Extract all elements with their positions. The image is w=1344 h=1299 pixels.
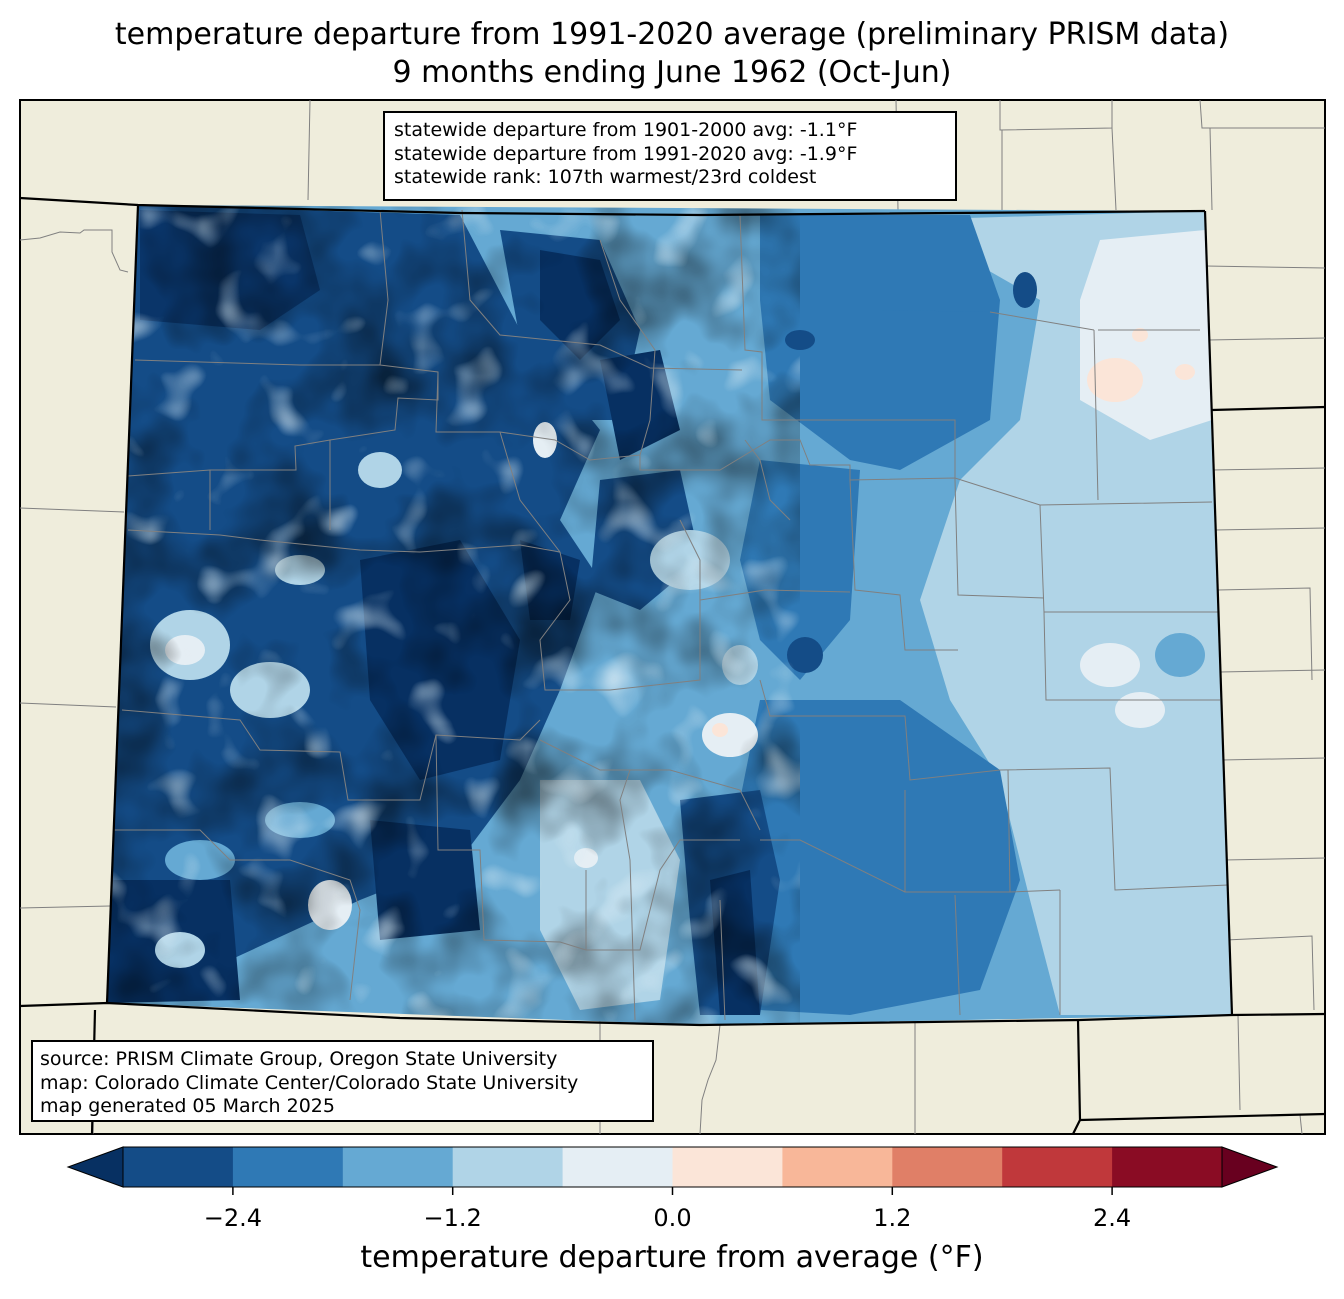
colorbar-tick-label: 2.4 [1093,1204,1132,1232]
colorado-departure-field [107,205,1232,1025]
colorbar-tick-label: −1.2 [423,1204,482,1232]
colorbar-bin-2 [342,1147,454,1187]
colorbar-bin-3 [452,1147,564,1187]
colorbar-over-arrow [1221,1146,1279,1188]
colorbar-tick-label: −2.4 [203,1204,263,1232]
map-title: temperature departure from 1991-2020 ave… [114,17,1230,52]
map-credit-line: map: Colorado Climate Center/Colorado St… [40,1071,579,1094]
colorbar-bin-5 [672,1147,783,1187]
colorbar-bin-8 [1002,1147,1113,1187]
map-subtitle: 9 months ending June 1962 (Oct-Jun) [392,55,952,90]
colorbar-under-arrow [66,1146,124,1188]
stats-1901-2000: statewide departure from 1901-2000 avg: … [394,119,858,141]
colorbar-label: temperature departure from average (°F) [360,1240,984,1275]
colorbar-bin-4 [562,1147,673,1187]
colorbar-bin-1 [232,1147,344,1187]
stats-rank: statewide rank: 107th warmest/23rd colde… [394,166,817,188]
state-boundaries [19,196,1326,1135]
colorbar [66,1146,1279,1195]
source-line: source: PRISM Climate Group, Oregon Stat… [40,1048,558,1070]
stats-1991-2020: statewide departure from 1991-2020 avg: … [394,142,858,165]
source-box: source: PRISM Climate Group, Oregon Stat… [31,1040,654,1122]
colorbar-bin-0 [123,1147,234,1187]
colorbar-bin-7 [892,1147,1003,1187]
statewide-stats-box: statewide departure from 1901-2000 avg: … [383,111,957,201]
generated-date-line: map generated 05 March 2025 [40,1095,335,1117]
colorbar-bin-9 [1112,1147,1223,1187]
colorbar-bin-6 [782,1147,893,1187]
colorbar-tick-label: 1.2 [873,1204,912,1232]
colorbar-tick-label: 0.0 [653,1204,692,1232]
colorado-county-lines [112,209,1229,1021]
